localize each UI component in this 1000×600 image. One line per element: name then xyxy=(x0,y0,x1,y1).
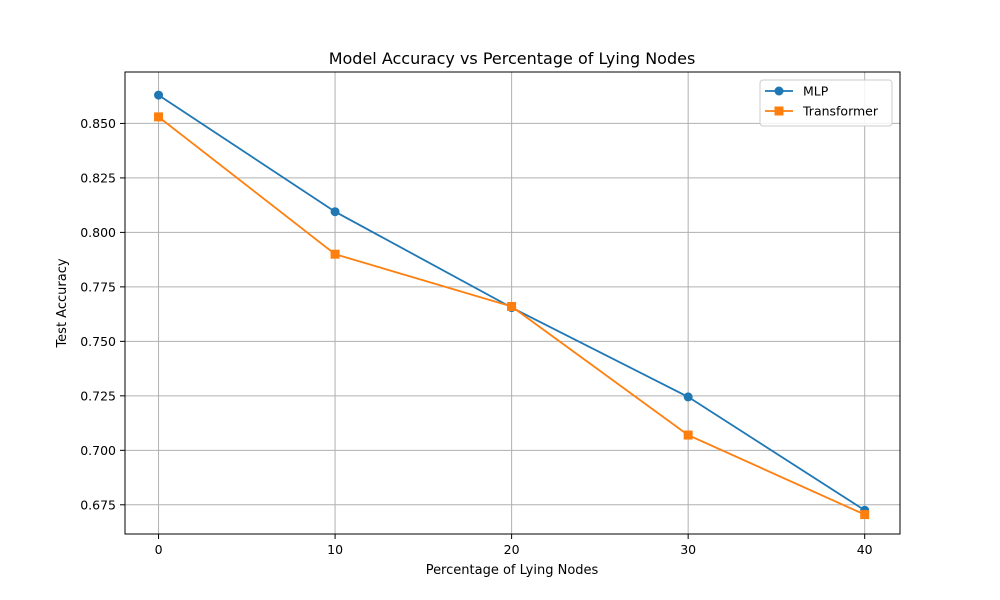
data-point-circle xyxy=(330,207,340,217)
y-tick-label: 0.850 xyxy=(80,116,116,131)
x-tick-label: 30 xyxy=(680,542,696,557)
x-tick-label: 20 xyxy=(504,542,520,557)
y-axis-label: Test Accuracy xyxy=(55,258,70,348)
data-point-square xyxy=(330,249,340,259)
plot-series xyxy=(154,90,870,520)
y-tick-label: 0.800 xyxy=(80,225,116,240)
y-tick-label: 0.825 xyxy=(80,170,116,185)
y-tick-label: 0.750 xyxy=(80,334,116,349)
x-tick-label: 0 xyxy=(155,542,163,557)
y-tick-label: 0.675 xyxy=(80,497,116,512)
axis-ticks: 0 10 20 30 40 0.675 0.700 0.725 0.750 0.775 0.800 0… xyxy=(80,116,872,557)
legend-marker-circle xyxy=(774,86,784,96)
x-axis-label: Percentage of Lying Nodes xyxy=(426,563,599,578)
chart-title: Model Accuracy vs Percentage of Lying No… xyxy=(329,49,696,68)
legend-marker-square xyxy=(774,106,784,116)
data-point-circle xyxy=(154,90,164,100)
legend: MLP Transformer xyxy=(759,79,893,127)
x-tick-label: 40 xyxy=(857,542,873,557)
y-tick-label: 0.775 xyxy=(80,279,116,294)
legend-label: MLP xyxy=(803,84,829,99)
data-point-square xyxy=(683,430,693,440)
plot-frame xyxy=(124,71,901,535)
data-point-square xyxy=(507,301,517,311)
y-tick-label: 0.700 xyxy=(80,443,116,458)
data-point-square xyxy=(154,112,164,122)
x-tick-label: 10 xyxy=(327,542,343,557)
data-point-square xyxy=(860,510,870,520)
legend-label: Transformer xyxy=(802,104,879,119)
data-point-circle xyxy=(683,392,693,402)
y-tick-label: 0.725 xyxy=(80,388,116,403)
